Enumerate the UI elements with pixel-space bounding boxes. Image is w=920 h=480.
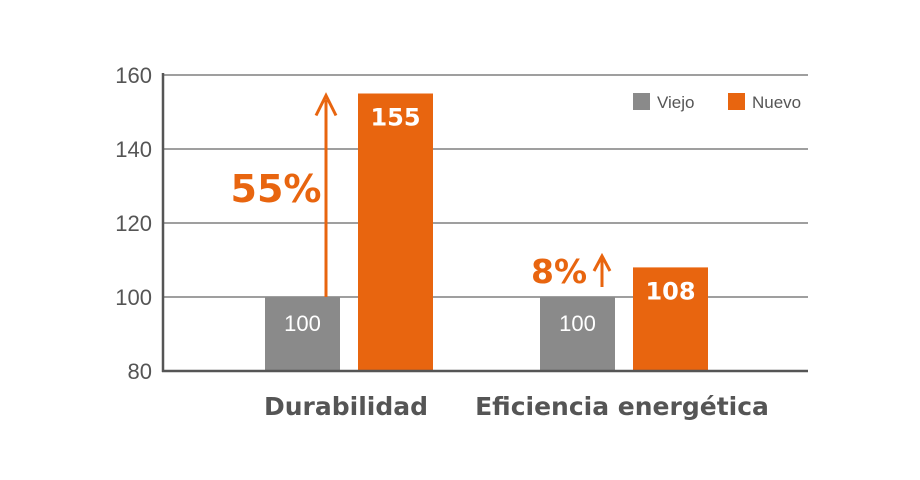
- increase-arrow-icon: [592, 252, 612, 272]
- data-label-nuevo: 108: [645, 277, 695, 305]
- bar-viejo-1: [540, 297, 615, 371]
- data-label-viejo: 100: [284, 311, 321, 336]
- legend-swatch-nuevo: [728, 93, 745, 110]
- y-tick-label: 140: [115, 137, 152, 162]
- y-tick-label: 100: [115, 285, 152, 310]
- increase-arrow-icon: [314, 92, 338, 117]
- legend-swatch-viejo: [633, 93, 650, 110]
- x-category-label: Durabilidad: [264, 392, 428, 421]
- y-tick-label: 80: [128, 359, 152, 384]
- bar-nuevo-0: [358, 93, 433, 371]
- y-tick-label: 120: [115, 211, 152, 236]
- bar-nuevo-1: [633, 267, 708, 371]
- legend-label-nuevo: Nuevo: [752, 93, 801, 112]
- increase-percent-label: 8%: [531, 252, 587, 291]
- bar-viejo-0: [265, 297, 340, 371]
- data-label-viejo: 100: [559, 311, 596, 336]
- x-category-label: Eficiencia energética: [475, 392, 769, 421]
- increase-percent-label: 55%: [231, 167, 322, 211]
- data-label-nuevo: 155: [370, 104, 420, 132]
- y-tick-label: 160: [115, 63, 152, 88]
- legend-label-viejo: Viejo: [657, 93, 695, 112]
